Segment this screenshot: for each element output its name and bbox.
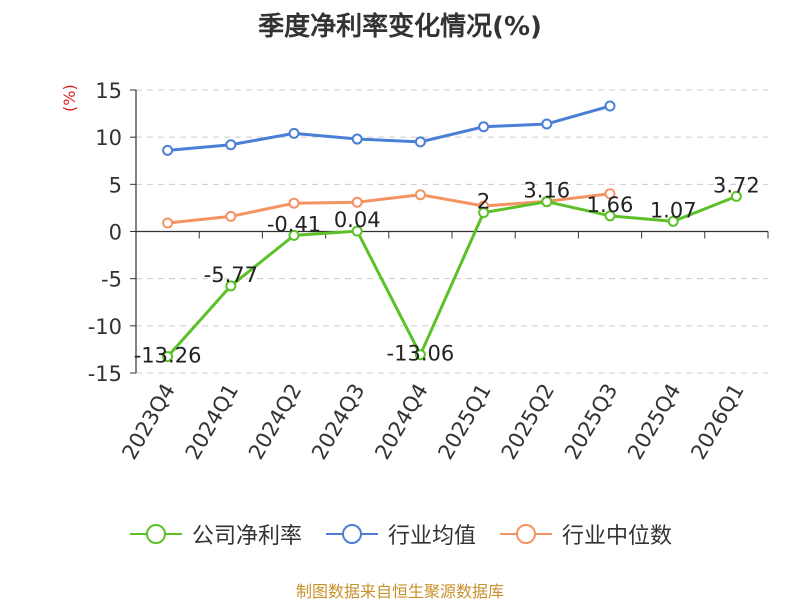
y-tick-label: -15 xyxy=(88,362,122,386)
data-point xyxy=(351,225,363,237)
data-point xyxy=(478,207,490,219)
data-point xyxy=(225,210,237,222)
legend-item-industry-median[interactable]: 行业中位数 xyxy=(498,518,672,550)
legend-swatch-company xyxy=(129,524,182,544)
data-point xyxy=(478,121,490,133)
y-tick-label: 15 xyxy=(95,79,122,103)
data-label: -5.77 xyxy=(204,263,258,287)
data-point xyxy=(414,349,426,361)
data-label: -0.41 xyxy=(267,212,321,236)
y-tick-label: 5 xyxy=(109,173,122,197)
x-tick-label: 2024Q1 xyxy=(181,380,243,464)
x-tick-label: 2025Q1 xyxy=(433,379,495,463)
data-label: 1.07 xyxy=(650,198,697,222)
x-tick-label: 2026Q1 xyxy=(686,380,748,464)
data-point xyxy=(414,189,426,201)
data-label: 3.72 xyxy=(713,173,760,197)
x-tick-label: 2023Q4 xyxy=(117,380,179,464)
data-point xyxy=(288,229,300,241)
series-line xyxy=(167,104,611,152)
data-point xyxy=(351,133,363,145)
data-label: 3.16 xyxy=(523,179,570,203)
x-tick-label: 2024Q4 xyxy=(370,380,432,464)
y-tick-label: 10 xyxy=(95,126,122,150)
x-tick-label: 2025Q3 xyxy=(560,380,622,464)
data-point xyxy=(351,196,363,208)
data-point xyxy=(162,217,174,229)
legend-label-industry-mean: 行业均值 xyxy=(387,524,476,549)
y-tick-label: -10 xyxy=(88,315,122,339)
series-line xyxy=(166,195,737,358)
data-point xyxy=(225,280,237,292)
legend-label-industry-median: 行业中位数 xyxy=(562,524,673,549)
data-point xyxy=(604,188,616,200)
legend-swatch-industry-mean xyxy=(325,524,378,544)
legend-swatch-industry-median xyxy=(500,524,552,544)
legend-label-company: 公司净利率 xyxy=(191,524,302,549)
data-point xyxy=(225,139,237,151)
y-tick-label: 0 xyxy=(109,221,122,245)
data-point xyxy=(604,100,616,112)
legend-item-company-net-margin[interactable]: 公司净利率 xyxy=(128,518,302,550)
data-point xyxy=(541,118,553,130)
x-tick-label: 2024Q2 xyxy=(244,380,306,464)
data-label: -13.06 xyxy=(387,342,455,366)
y-tick-label: -5 xyxy=(101,268,122,292)
data-point xyxy=(414,136,426,148)
data-label: 0.04 xyxy=(334,208,381,232)
x-tick-label: 2025Q4 xyxy=(623,380,685,464)
data-point xyxy=(667,215,679,227)
data-point xyxy=(730,190,742,202)
x-tick-label: 2024Q3 xyxy=(307,380,369,464)
legend: 公司净利率 行业均值 行业中位数 xyxy=(0,518,800,550)
x-tick-label: 2025Q2 xyxy=(497,380,559,464)
data-point xyxy=(162,351,174,363)
data-label: 2 xyxy=(477,190,490,214)
source-footer: 制图数据来自恒生聚源数据库 xyxy=(295,582,504,601)
data-point xyxy=(541,196,553,208)
data-label: 1.66 xyxy=(587,193,634,217)
data-point xyxy=(288,127,300,139)
data-point xyxy=(604,210,616,222)
legend-item-industry-mean[interactable]: 行业均值 xyxy=(324,518,476,550)
chart-title: 季度净利率变化情况(%) xyxy=(258,12,542,42)
data-label: -13.26 xyxy=(134,344,202,368)
data-point xyxy=(288,197,300,209)
data-point xyxy=(162,144,174,156)
